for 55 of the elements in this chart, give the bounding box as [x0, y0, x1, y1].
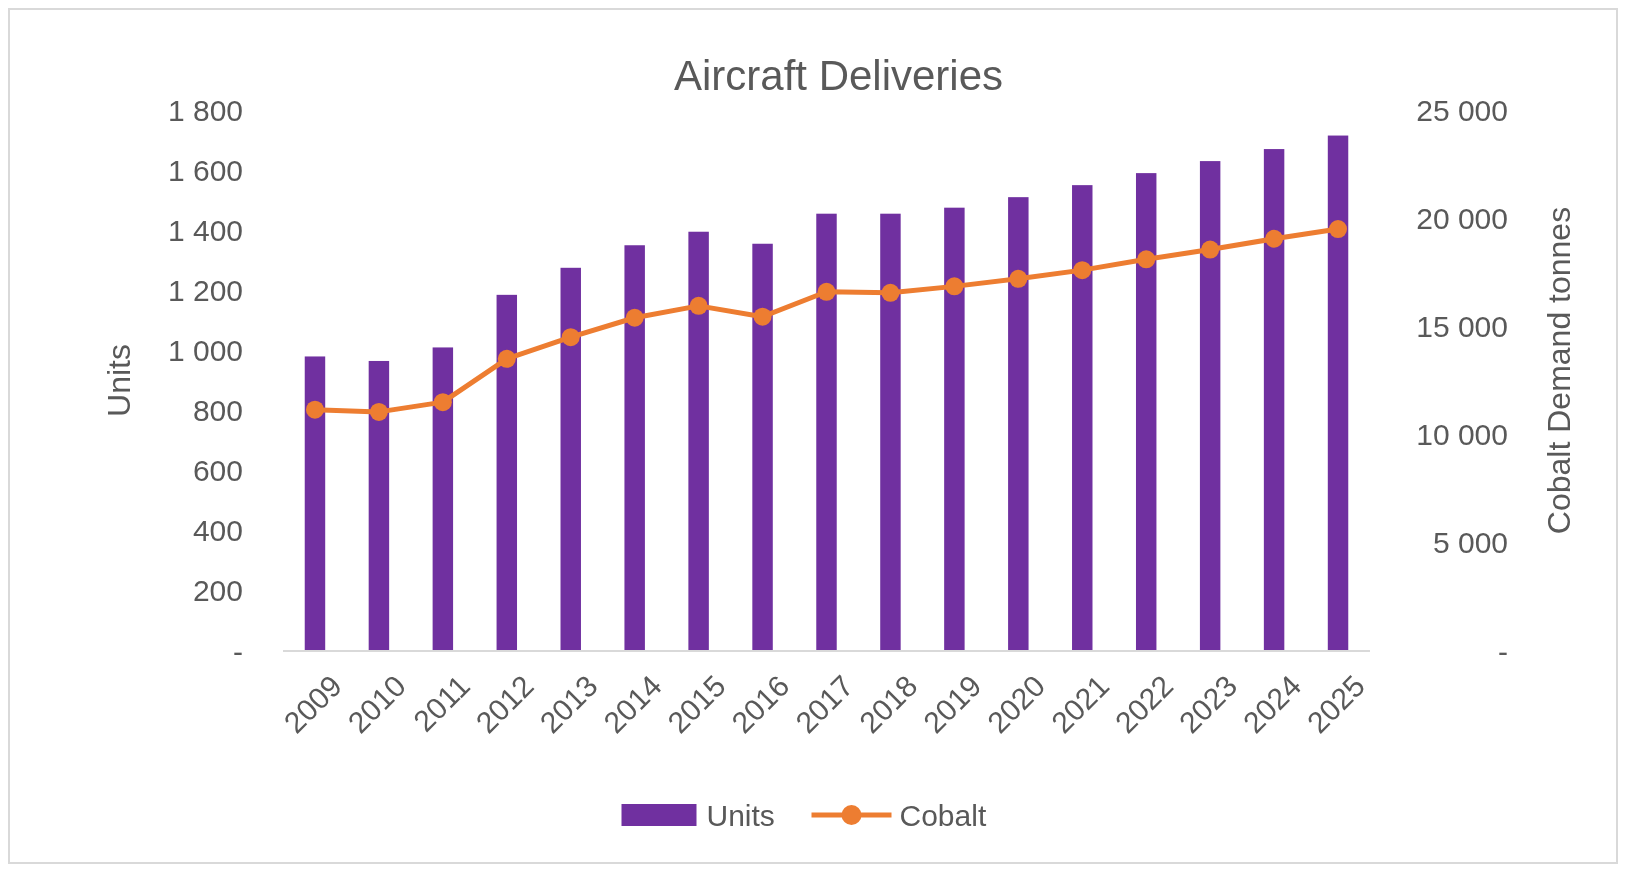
y2-tick-label: 20 000	[1416, 201, 1508, 235]
point	[945, 277, 964, 296]
bar	[944, 207, 965, 651]
point	[1329, 220, 1348, 239]
point	[1073, 261, 1092, 280]
bar	[1263, 149, 1285, 651]
point	[497, 349, 516, 368]
y-tick-label: 800	[192, 394, 243, 428]
bar	[432, 347, 454, 651]
point	[433, 393, 452, 412]
bar	[688, 231, 709, 651]
y-axis-title: Units	[101, 344, 137, 417]
bar	[1199, 161, 1221, 651]
y-tick-label: 600	[192, 454, 243, 488]
legend-label: Units	[706, 798, 775, 832]
bar	[880, 213, 901, 651]
y2-tick-label: -	[1498, 634, 1508, 668]
point	[1265, 229, 1284, 248]
bar	[1072, 185, 1093, 651]
legend-label: Cobalt	[899, 798, 987, 832]
point	[753, 307, 772, 326]
point	[689, 296, 708, 315]
y-tick-label: 1 200	[167, 273, 243, 307]
bar	[1008, 197, 1029, 651]
bar	[1135, 173, 1157, 651]
point	[1137, 250, 1156, 269]
y2-tick-label: 25 000	[1416, 93, 1508, 127]
y2-tick-label: 10 000	[1416, 418, 1508, 452]
y2-tick-label: 5 000	[1432, 526, 1508, 560]
y-tick-label: -	[233, 634, 243, 668]
chart-title: Aircraft Deliveries	[673, 52, 1004, 99]
y-tick-label: 1 400	[167, 213, 243, 247]
point	[369, 402, 388, 421]
bar	[1327, 135, 1349, 651]
y-tick-label: 200	[192, 574, 243, 608]
point	[817, 282, 836, 301]
bar	[752, 243, 773, 651]
bar	[368, 360, 390, 651]
bar	[560, 267, 581, 651]
bar	[496, 294, 518, 651]
bar	[304, 356, 326, 651]
point	[881, 283, 900, 302]
y-tick-label: 1 000	[167, 333, 243, 367]
point	[625, 308, 644, 327]
point	[1009, 269, 1028, 288]
y2-axis-title: Cobalt Demand tonnes	[1541, 206, 1577, 535]
y-tick-label: 400	[192, 514, 243, 548]
point	[305, 400, 324, 419]
y-tick-label: 1 600	[167, 153, 243, 187]
point	[1201, 240, 1220, 259]
bar	[624, 245, 645, 651]
point	[561, 328, 580, 347]
y-tick-label: 1 800	[167, 93, 243, 127]
y2-tick-label: 15 000	[1416, 309, 1508, 343]
bar	[816, 213, 837, 651]
